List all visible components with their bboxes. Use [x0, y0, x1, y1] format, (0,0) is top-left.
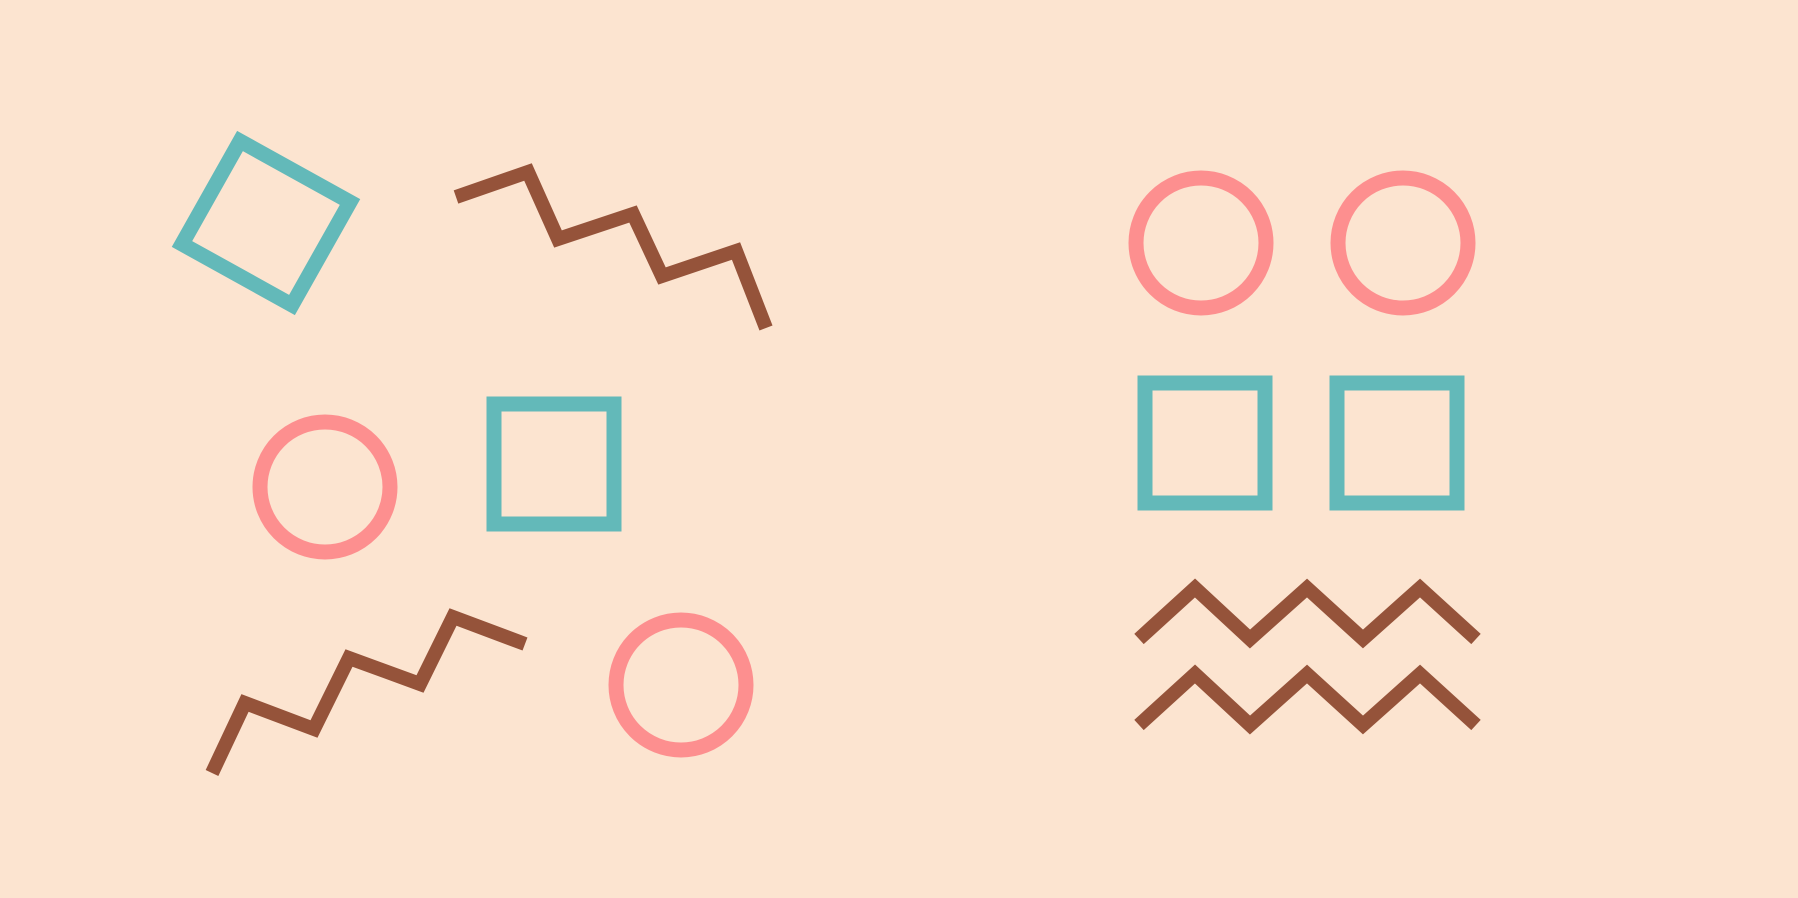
circle-icon	[1128, 170, 1274, 316]
rotated-square-icon	[171, 130, 361, 316]
square-icon	[1137, 375, 1273, 511]
square-icon	[486, 396, 622, 532]
square-icon	[1329, 375, 1465, 511]
zigzag-icon	[1134, 664, 1481, 735]
zigzag-icon	[1134, 578, 1481, 649]
circle-icon	[1330, 170, 1476, 316]
zigzag-icon	[205, 608, 528, 776]
circle-icon	[252, 414, 398, 560]
zigzag-icon	[453, 163, 773, 331]
circle-icon	[608, 612, 754, 758]
